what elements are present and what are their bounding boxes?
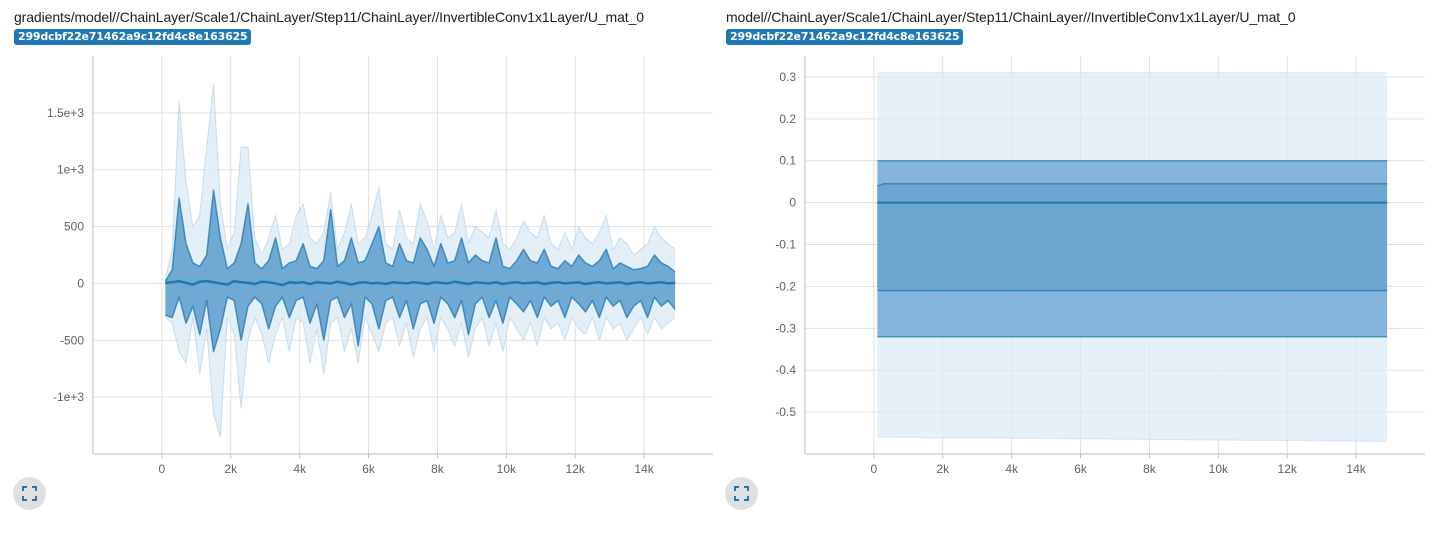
- inner-band: [165, 190, 676, 352]
- chart-title: model//ChainLayer/Scale1/ChainLayer/Step…: [726, 9, 1296, 25]
- y-tick-label: -0.4: [775, 363, 796, 377]
- run-tag[interactable]: 299dcbf22e71462a9c12fd4c8e163625: [726, 29, 964, 45]
- y-tick-label: -500: [60, 333, 84, 347]
- x-tick-label: 12k: [1278, 462, 1298, 476]
- max-line: [164, 83, 676, 278]
- y-tick-label: -0.5: [775, 405, 796, 419]
- fullscreen-icon: [22, 486, 37, 501]
- min-line: [877, 436, 1388, 442]
- x-tick-label: 4k: [1005, 462, 1019, 476]
- y-tick-label: -1e+3: [53, 390, 84, 404]
- expand-button[interactable]: [13, 477, 46, 510]
- y-tick-label: 1.5e+3: [47, 106, 84, 120]
- y-tick-label: -0.3: [775, 321, 796, 335]
- y-tick-label: 0.3: [779, 70, 796, 84]
- x-tick-label: 12k: [566, 462, 586, 476]
- y-tick-label: -0.1: [775, 238, 796, 252]
- chart-card-weights: model//ChainLayer/Scale1/ChainLayer/Step…: [712, 0, 1427, 533]
- run-tag[interactable]: 299dcbf22e71462a9c12fd4c8e163625: [14, 29, 252, 45]
- x-tick-label: 8k: [1143, 462, 1157, 476]
- x-tick-label: 0: [159, 462, 166, 476]
- y-tick-label: -0.2: [775, 279, 796, 293]
- x-tick-label: 8k: [431, 462, 445, 476]
- x-tick-label: 14k: [634, 462, 654, 476]
- y-tick-label: 500: [64, 220, 84, 234]
- chart-title: gradients/model//ChainLayer/Scale1/Chain…: [14, 9, 644, 25]
- expand-button[interactable]: [725, 477, 758, 510]
- y-tick-label: 0.1: [779, 154, 796, 168]
- median-line: [165, 279, 676, 287]
- p69-line: [877, 183, 1388, 187]
- upper-quantile-line: [164, 189, 676, 282]
- chart-plot-weights[interactable]: 0 2k 4k 6k 8k 10k 12k 14k -0.5 -0.4 -0.3 -0.2 -0.1 0 0…: [712, 46, 1427, 476]
- x-tick-label: 2k: [936, 462, 950, 476]
- chart-card-gradients: gradients/model//ChainLayer/Scale1/Chain…: [0, 0, 715, 533]
- y-tick-label: 0: [789, 196, 796, 210]
- x-tick-label: 4k: [293, 462, 307, 476]
- lower-quantile-line: [165, 296, 676, 353]
- x-tick-label: 6k: [1074, 462, 1088, 476]
- fullscreen-icon: [734, 486, 749, 501]
- x-tick-label: 2k: [224, 462, 238, 476]
- chart-plot-gradients[interactable]: 0 2k 4k 6k 8k 10k 12k 14k -1e+3 -500 0 500 1e+3 1.5e+…: [0, 46, 715, 476]
- inner-band: [877, 183, 1388, 291]
- y-tick-label: 0: [77, 276, 84, 290]
- x-tick-label: 6k: [362, 462, 376, 476]
- x-tick-label: 10k: [497, 462, 517, 476]
- y-tick-label: 1e+3: [57, 163, 84, 177]
- y-tick-label: 0.2: [779, 112, 796, 126]
- x-tick-label: 0: [871, 462, 878, 476]
- min-line: [165, 317, 676, 438]
- x-tick-label: 10k: [1209, 462, 1229, 476]
- x-tick-label: 14k: [1346, 462, 1366, 476]
